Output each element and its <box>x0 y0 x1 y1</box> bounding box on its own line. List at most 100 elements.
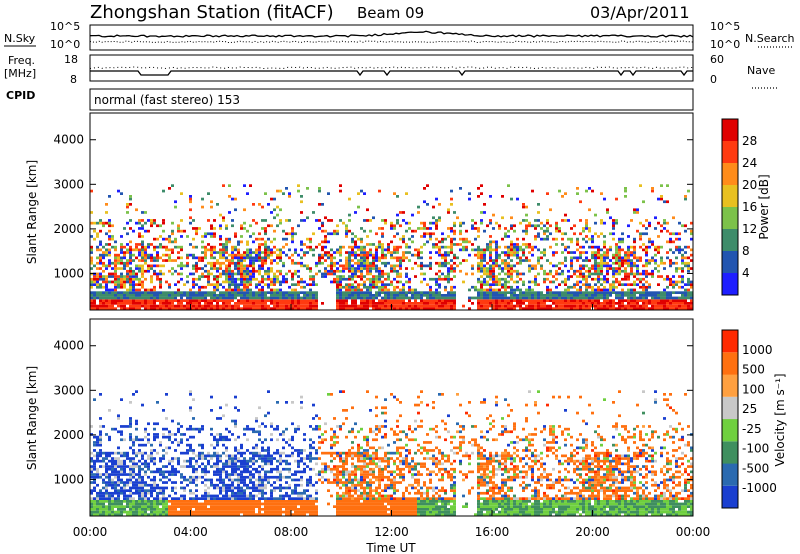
heatmap-cell <box>378 240 381 244</box>
heatmap-cell <box>96 256 99 260</box>
heatmap-cell <box>690 294 693 297</box>
heatmap-cell <box>456 243 459 246</box>
heatmap-cell <box>126 451 129 455</box>
heatmap-cell <box>150 299 153 302</box>
heatmap-cell <box>207 307 210 310</box>
heatmap-cell <box>285 237 288 241</box>
heatmap-cell <box>648 283 651 286</box>
heatmap-cell <box>120 275 123 278</box>
heatmap-cell <box>315 261 318 265</box>
heatmap-cell <box>276 304 279 308</box>
heatmap-cell <box>459 232 462 236</box>
heatmap-cell <box>381 280 384 284</box>
heatmap-cell <box>90 304 93 308</box>
heatmap-cell <box>378 302 381 305</box>
heatmap-cell <box>414 294 417 297</box>
heatmap-cell <box>243 253 246 257</box>
heatmap-cell <box>624 307 627 310</box>
heatmap-cell <box>144 430 147 434</box>
heatmap-cell <box>246 285 249 289</box>
heatmap-cell <box>600 307 603 310</box>
heatmap-cell <box>525 224 528 228</box>
heatmap-cell <box>525 304 528 308</box>
heatmap-cell <box>108 261 111 265</box>
heatmap-cell <box>678 296 681 300</box>
heatmap-cell <box>435 283 438 286</box>
heatmap-cell <box>537 283 540 286</box>
heatmap-cell <box>663 296 666 300</box>
heatmap-cell <box>402 294 405 297</box>
heatmap-cell <box>612 237 615 241</box>
heatmap-cell <box>534 296 537 300</box>
heatmap-cell <box>633 272 636 276</box>
heatmap-cell <box>618 294 621 297</box>
heatmap-cell <box>240 446 243 450</box>
heatmap-cell <box>246 304 249 308</box>
heatmap-cell <box>141 296 144 300</box>
heatmap-cell <box>687 267 690 270</box>
heatmap-cell <box>186 459 189 463</box>
heatmap-cell <box>318 259 321 262</box>
heatmap-cell <box>93 510 96 514</box>
heatmap-cell <box>249 283 252 286</box>
heatmap-cell <box>186 280 189 284</box>
heatmap-cell <box>117 283 120 286</box>
heatmap-cell <box>546 235 549 238</box>
heatmap-cell <box>189 393 192 396</box>
heatmap-cell <box>600 264 603 268</box>
heatmap-cell <box>141 291 144 294</box>
heatmap-cell <box>105 283 108 286</box>
heatmap-cell <box>258 299 261 302</box>
heatmap-cell <box>105 280 108 284</box>
heatmap-cell <box>201 294 204 297</box>
heatmap-cell <box>627 272 630 276</box>
heatmap-cell <box>237 240 240 244</box>
heatmap-cell <box>585 304 588 308</box>
heatmap-cell <box>510 264 513 268</box>
heatmap-cell <box>384 219 387 222</box>
heatmap-cell <box>498 256 501 260</box>
heatmap-cell <box>540 251 543 254</box>
heatmap-cell <box>396 304 399 308</box>
heatmap-cell <box>498 299 501 302</box>
heatmap-cell <box>429 232 432 236</box>
heatmap-cell <box>123 277 126 281</box>
heatmap-cell <box>600 267 603 270</box>
heatmap-cell <box>687 291 690 294</box>
heatmap-cell <box>255 277 258 281</box>
heatmap-cell <box>390 227 393 230</box>
heatmap-cell <box>483 296 486 300</box>
heatmap-cell <box>639 184 642 187</box>
heatmap-cell <box>246 283 249 286</box>
heatmap-cell <box>204 494 207 498</box>
heatmap-cell <box>234 510 237 514</box>
heatmap-cell <box>480 251 483 254</box>
heatmap-cell <box>114 291 117 294</box>
heatmap-cell <box>237 272 240 276</box>
heatmap-cell <box>159 307 162 310</box>
heatmap-cell <box>171 470 174 474</box>
heatmap-cell <box>153 427 156 431</box>
heatmap-cell <box>675 237 678 241</box>
heatmap-cell <box>483 294 486 297</box>
heatmap-cell <box>642 269 645 273</box>
heatmap-cell <box>510 251 513 254</box>
heatmap-cell <box>150 454 153 458</box>
heatmap-cell <box>390 240 393 244</box>
heatmap-cell <box>639 245 642 249</box>
heatmap-cell <box>150 494 153 498</box>
heatmap-cell <box>150 505 153 508</box>
heatmap-cell <box>117 491 120 495</box>
heatmap-cell <box>498 267 501 270</box>
heatmap-cell <box>519 288 522 292</box>
heatmap-cell <box>522 219 525 222</box>
heatmap-cell <box>225 251 228 254</box>
heatmap-cell <box>135 208 138 212</box>
heatmap-cell <box>165 417 168 420</box>
heatmap-cell <box>216 307 219 310</box>
heatmap-cell <box>147 438 150 442</box>
heatmap-cell <box>396 302 399 305</box>
heatmap-cell <box>225 486 228 490</box>
power-heatmap-cells <box>90 184 693 310</box>
heatmap-cell <box>498 296 501 300</box>
